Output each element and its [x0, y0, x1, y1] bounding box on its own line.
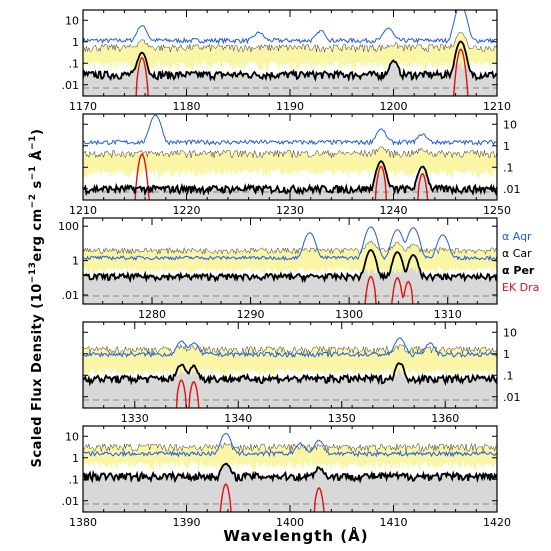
y-tick-label: 10: [65, 430, 79, 443]
y-tick-label: .01: [62, 289, 80, 302]
alpha-aqr-line: [83, 432, 497, 458]
y-tick-label: 1: [72, 452, 79, 465]
y-tick-label: .1: [503, 369, 514, 382]
y-axis-title-s: s: [30, 180, 45, 188]
y-tick-label: .01: [62, 495, 80, 508]
y-tick-label: 1: [72, 36, 79, 49]
chart-panels: 1170 1180 1190 1200 1210 10 1 .1 .01 1210 1220 1230…: [58, 9, 521, 529]
x-tick-label: 1300: [335, 308, 363, 321]
panel-2: 1210 1220 1230 1240 1250 10 1 .1 .01: [69, 113, 521, 217]
y-tick-label: 10: [503, 118, 517, 131]
y-axis-title-exponent: −13: [28, 262, 38, 284]
panel-1: 1170 1180 1190 1200 1210 10 1 .1 .01: [62, 9, 511, 113]
x-tick-label: 1210: [483, 100, 511, 113]
alpha-per-line: [83, 160, 497, 197]
x-tick-label: 1400: [276, 516, 304, 529]
x-tick-label: 1280: [138, 308, 166, 321]
alpha-aqr-line: [83, 226, 497, 262]
x-tick-label: 1340: [224, 412, 252, 425]
alpha-per-fill: [83, 363, 497, 408]
alpha-car-band: [83, 146, 497, 179]
x-tick-label: 1250: [483, 204, 511, 217]
x-tick-label: 1210: [69, 204, 97, 217]
alpha-car-band: [83, 442, 497, 471]
x-tick-label: 1380: [69, 516, 97, 529]
x-tick-label: 1360: [431, 412, 459, 425]
x-tick-label: 1200: [380, 100, 408, 113]
alpha-car-band: [83, 344, 497, 378]
x-tick-label: 1240: [380, 204, 408, 217]
alpha-per-fill: [83, 41, 497, 96]
x-tick-label: 1180: [173, 100, 201, 113]
legend-entry: α Car: [502, 247, 532, 260]
alpha-per-fill: [83, 463, 497, 512]
y-tick-label: .01: [62, 79, 80, 92]
alpha-car-line: [83, 442, 497, 453]
alpha-aqr-line: [83, 337, 497, 359]
legend-entry: α Per: [502, 264, 535, 277]
alpha-per-line: [83, 362, 497, 387]
alpha-aqr-line: [83, 10, 497, 45]
x-tick-label: 1410: [380, 516, 408, 529]
y-axis-title-units: erg cm: [30, 208, 45, 261]
panel-5: 1380 1390 1400 1410 1420 10 1 .1 .01: [62, 425, 511, 529]
svg-text:Scaled Flux Density (10−13erg: Scaled Flux Density (10−13erg cm−2 s−1 Å…: [28, 129, 45, 468]
y-tick-label: 1: [503, 348, 510, 361]
legend-entry: EK Dra: [502, 281, 539, 294]
x-tick-label: 1170: [69, 100, 97, 113]
legend: α Aqr α Car α Per EK Dra: [502, 230, 539, 294]
x-tick-label: 1190: [276, 100, 304, 113]
y-tick-label: 10: [503, 326, 517, 339]
y-tick-label: 1: [72, 255, 79, 268]
panel-4: 1330 1340 1350 1360 10 1 .1 .01: [82, 321, 521, 425]
y-tick-label: .1: [69, 473, 80, 486]
x-axis-title: Wavelength (Å): [223, 526, 368, 545]
alpha-car-band: [83, 240, 497, 275]
alpha-per-line: [83, 40, 497, 83]
y-axis-title-angstrom: Å: [29, 150, 45, 161]
panel-3: 1280 1290 1300 1310 100 1 .01: [58, 217, 498, 321]
y-tick-label: 10: [65, 14, 79, 27]
x-tick-label: 1350: [328, 412, 356, 425]
alpha-car-line: [83, 146, 497, 159]
y-axis-exp-a: −2: [28, 193, 38, 208]
x-tick-label: 1310: [434, 308, 462, 321]
x-tick-label: 1390: [173, 516, 201, 529]
legend-entry: α Aqr: [502, 230, 532, 243]
x-tick-label: 1420: [483, 516, 511, 529]
y-axis-exp-b: −1: [28, 165, 38, 180]
x-tick-label: 1290: [237, 308, 265, 321]
y-tick-label: 1: [503, 140, 510, 153]
y-axis-title-main: Scaled Flux Density (10: [30, 283, 45, 467]
y-tick-label: .01: [503, 391, 521, 404]
alpha-per-line: [83, 462, 497, 484]
y-tick-label: .1: [503, 161, 514, 174]
alpha-car-line: [83, 240, 497, 256]
alpha-car-line: [83, 343, 497, 355]
alpha-aqr-line: [83, 114, 497, 146]
alpha-per-line: [83, 249, 497, 284]
y-tick-label: .1: [69, 57, 80, 70]
y-axis-title: Scaled Flux Density (10−13erg cm−2 s−1 Å…: [28, 129, 45, 468]
x-tick-label: 1330: [121, 412, 149, 425]
x-tick-label: 1230: [276, 204, 304, 217]
y-axis-title-close: ): [30, 129, 45, 135]
y-axis-exp-c: −1: [28, 135, 38, 150]
alpha-car-line: [83, 31, 497, 54]
x-tick-label: 1220: [173, 204, 201, 217]
y-tick-label: .01: [503, 183, 521, 196]
y-tick-label: 100: [58, 220, 79, 233]
